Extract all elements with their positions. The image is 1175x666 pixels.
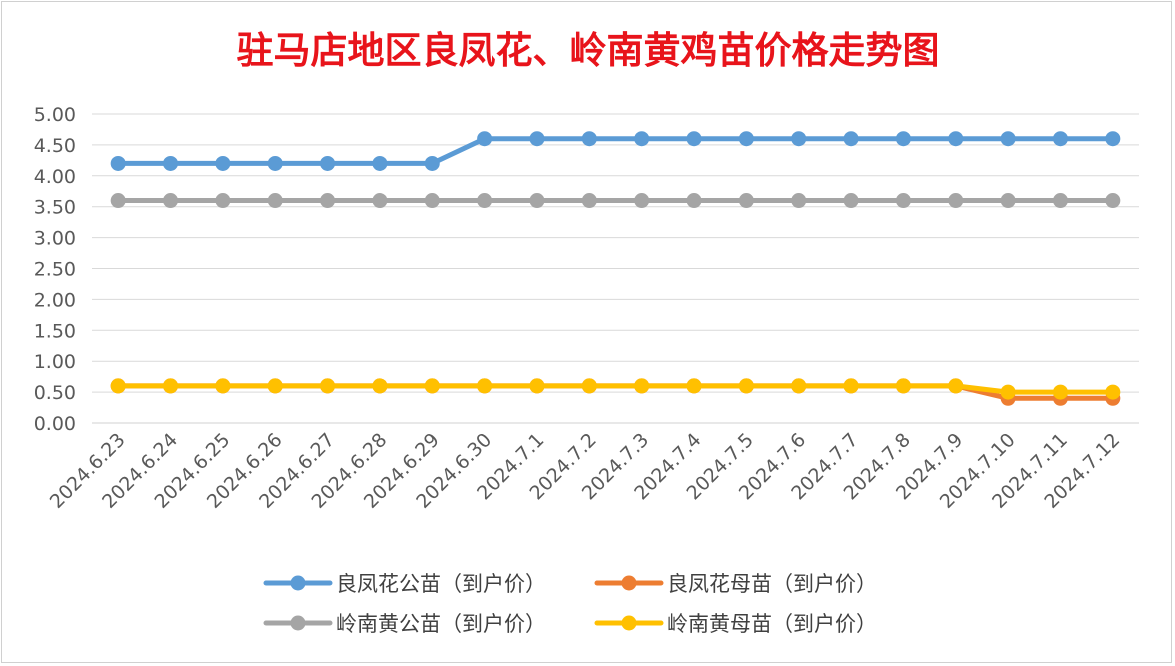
y-tick-label: 0.50 bbox=[34, 382, 76, 404]
data-point bbox=[686, 131, 702, 147]
data-point bbox=[320, 193, 336, 209]
data-point bbox=[581, 131, 597, 147]
data-point bbox=[895, 378, 911, 394]
data-point bbox=[581, 193, 597, 209]
legend-label: 岭南黄母苗（到户价） bbox=[667, 612, 877, 636]
legend-marker bbox=[290, 615, 306, 631]
data-point bbox=[320, 155, 336, 171]
data-point bbox=[163, 193, 179, 209]
y-tick-label: 2.50 bbox=[34, 259, 76, 281]
data-point bbox=[1000, 384, 1016, 400]
data-point bbox=[843, 193, 859, 209]
y-tick-label: 3.50 bbox=[34, 197, 76, 219]
y-tick-label: 4.50 bbox=[34, 135, 76, 157]
y-tick-label: 2.00 bbox=[34, 289, 76, 311]
y-tick-label: 3.00 bbox=[34, 228, 76, 250]
data-point bbox=[163, 378, 179, 394]
data-point bbox=[1105, 193, 1121, 209]
data-point bbox=[1000, 131, 1016, 147]
data-point bbox=[215, 378, 231, 394]
data-point bbox=[895, 193, 911, 209]
data-point bbox=[424, 193, 440, 209]
y-tick-label: 1.00 bbox=[34, 351, 76, 373]
series-line bbox=[115, 136, 1116, 166]
legend-item: 良凤花公苗（到户价） bbox=[263, 572, 546, 596]
data-point bbox=[738, 378, 754, 394]
series-line bbox=[115, 383, 1116, 395]
data-point bbox=[477, 378, 493, 394]
data-point bbox=[372, 155, 388, 171]
data-point bbox=[529, 193, 545, 209]
y-tick-label: 0.00 bbox=[34, 413, 76, 435]
chart-title: 驻马店地区良凤花、岭南黄鸡苗价格走势图 bbox=[237, 28, 940, 72]
data-point bbox=[267, 193, 283, 209]
data-point bbox=[581, 378, 597, 394]
data-point bbox=[895, 131, 911, 147]
data-point bbox=[110, 378, 126, 394]
data-point bbox=[738, 131, 754, 147]
legend-item: 良凤花母苗（到户价） bbox=[594, 572, 877, 596]
legend-marker bbox=[290, 575, 306, 591]
data-point bbox=[634, 378, 650, 394]
legend-label: 良凤花母苗（到户价） bbox=[667, 572, 877, 596]
y-tick-label: 5.00 bbox=[34, 104, 76, 126]
legend-item: 岭南黄公苗（到户价） bbox=[263, 612, 546, 636]
legend-label: 良凤花公苗（到户价） bbox=[336, 572, 546, 596]
data-point bbox=[948, 131, 964, 147]
data-point bbox=[110, 155, 126, 171]
data-point bbox=[477, 131, 493, 147]
gridlines bbox=[92, 113, 1139, 424]
data-point bbox=[1000, 193, 1016, 209]
y-tick-label: 4.00 bbox=[34, 166, 76, 188]
legend-label: 岭南黄公苗（到户价） bbox=[336, 612, 546, 636]
data-point bbox=[634, 193, 650, 209]
legend-marker bbox=[621, 615, 637, 631]
data-point bbox=[529, 131, 545, 147]
data-point bbox=[267, 378, 283, 394]
series-group bbox=[110, 131, 1121, 406]
data-point bbox=[948, 378, 964, 394]
data-point bbox=[163, 155, 179, 171]
data-point bbox=[686, 378, 702, 394]
data-point bbox=[791, 193, 807, 209]
data-point bbox=[1052, 193, 1068, 209]
data-point bbox=[215, 155, 231, 171]
data-point bbox=[1105, 384, 1121, 400]
data-point bbox=[267, 155, 283, 171]
data-point bbox=[215, 193, 231, 209]
data-point bbox=[320, 378, 336, 394]
data-point bbox=[529, 378, 545, 394]
data-point bbox=[738, 193, 754, 209]
data-point bbox=[686, 193, 702, 209]
data-point bbox=[843, 378, 859, 394]
data-point bbox=[110, 193, 126, 209]
data-point bbox=[477, 193, 493, 209]
data-point bbox=[791, 131, 807, 147]
x-axis-ticks: 2024.6.232024.6.242024.6.252024.6.262024… bbox=[46, 429, 1125, 513]
series-2 bbox=[110, 193, 1121, 209]
data-point bbox=[1052, 131, 1068, 147]
data-point bbox=[634, 131, 650, 147]
data-point bbox=[1052, 384, 1068, 400]
data-point bbox=[372, 193, 388, 209]
data-point bbox=[1105, 131, 1121, 147]
data-point bbox=[948, 193, 964, 209]
legend: 良凤花公苗（到户价） 良凤花母苗（到户价） 岭南黄公苗（到户价） 岭南黄母苗（到户价） bbox=[263, 572, 877, 636]
data-point bbox=[843, 131, 859, 147]
y-tick-label: 1.50 bbox=[34, 320, 76, 342]
data-point bbox=[424, 378, 440, 394]
data-point bbox=[372, 378, 388, 394]
data-point bbox=[424, 155, 440, 171]
y-axis-ticks: 0.00 0.50 1.00 1.50 2.00 2.50 3.00 3.50 4.00 4.50… bbox=[34, 104, 76, 435]
series-0 bbox=[110, 131, 1121, 171]
legend-marker bbox=[621, 575, 637, 591]
series-3 bbox=[110, 378, 1121, 400]
legend-item: 岭南黄母苗（到户价） bbox=[594, 612, 877, 636]
data-point bbox=[791, 378, 807, 394]
